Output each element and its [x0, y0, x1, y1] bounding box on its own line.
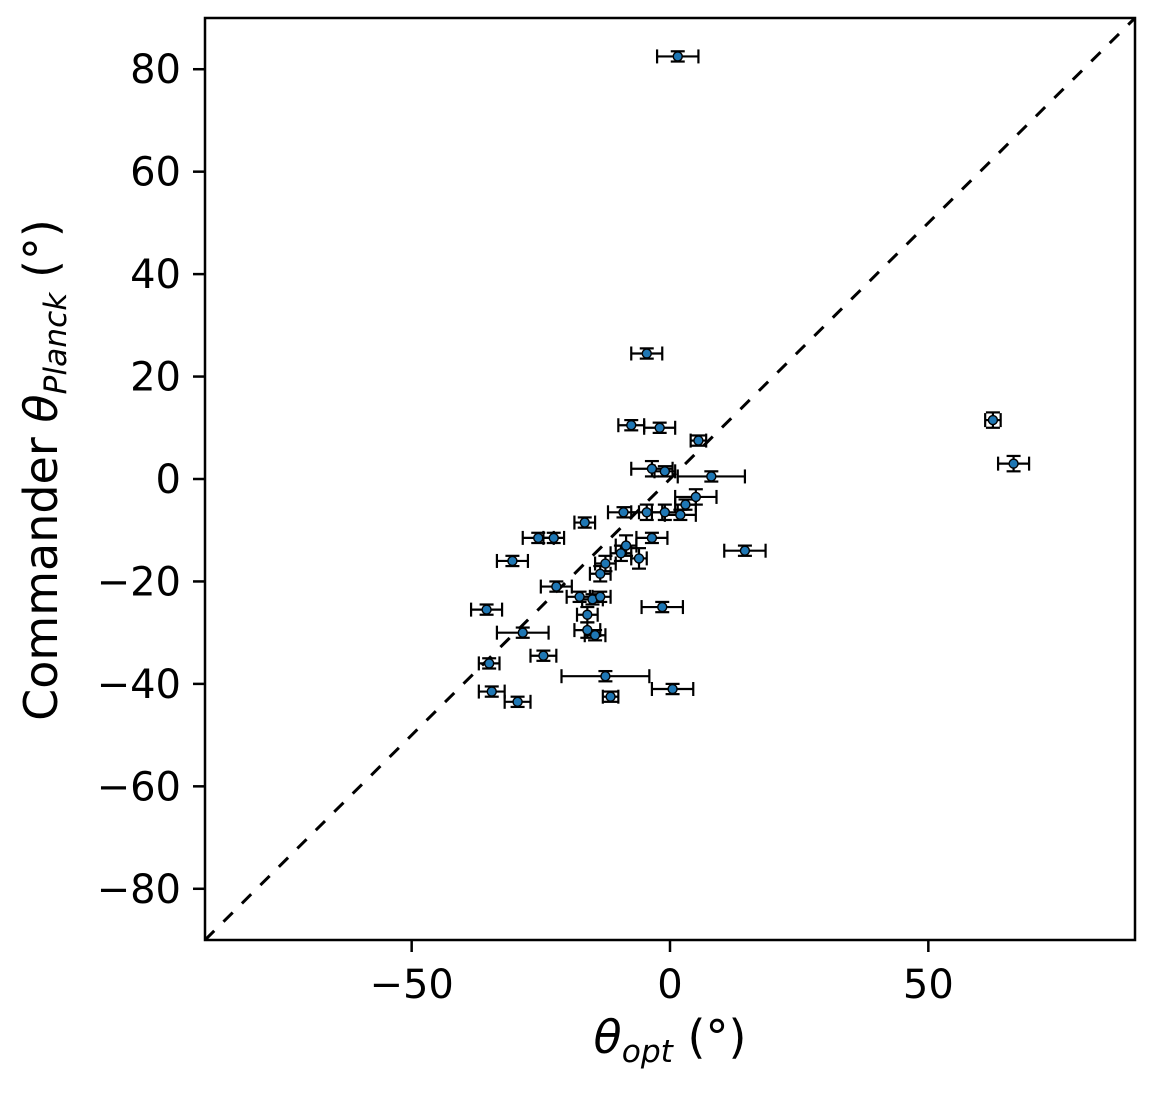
x-tick-label: 0	[657, 962, 682, 1008]
y-axis-prefix: Commander	[14, 422, 69, 721]
y-axis-units: (°)	[14, 219, 69, 293]
y-axis-label: Commander θPlanck (°)	[14, 219, 74, 721]
data-point	[646, 463, 658, 474]
x-axis-units: (°)	[672, 1010, 747, 1064]
x-tick-label: −50	[369, 962, 453, 1008]
y-tick-label: 40	[130, 252, 181, 298]
data-point	[595, 591, 606, 603]
data-point	[654, 422, 665, 433]
data-point	[579, 517, 590, 528]
data-point	[538, 650, 549, 661]
data-point	[517, 627, 528, 638]
data-point	[641, 348, 652, 359]
data-point	[512, 696, 523, 708]
data-point	[659, 466, 671, 477]
data-point	[605, 691, 616, 702]
data-point	[620, 540, 632, 551]
data-point	[633, 553, 645, 564]
data-point	[481, 604, 492, 615]
data-point	[706, 471, 717, 482]
data-point	[548, 532, 559, 544]
data-point	[690, 491, 702, 503]
y-tick-label: 20	[130, 355, 181, 401]
data-point	[595, 568, 606, 579]
data-point	[987, 414, 999, 426]
data-point	[626, 420, 637, 431]
data-point	[589, 630, 601, 641]
y-tick-label: −60	[97, 764, 181, 810]
x-axis-theta-symbol: θ	[593, 1010, 622, 1064]
data-point	[680, 499, 691, 510]
data-point	[1008, 458, 1019, 469]
y-tick-label: 0	[156, 457, 181, 503]
y-tick-label: −20	[97, 559, 181, 605]
data-point	[551, 581, 562, 592]
y-tick-label: 80	[130, 47, 181, 93]
data-point	[693, 435, 704, 446]
data-point	[672, 51, 683, 62]
x-axis-subscript: opt	[621, 1033, 673, 1070]
data-point	[667, 683, 678, 695]
data-point	[600, 558, 611, 569]
data-point	[507, 555, 518, 567]
data-point	[675, 509, 686, 521]
data-point	[646, 532, 658, 544]
data-point	[582, 624, 593, 636]
data-point	[486, 686, 497, 697]
data-point	[659, 507, 671, 518]
y-tick-label: −80	[97, 867, 181, 913]
y-tick-label: −40	[97, 662, 181, 708]
data-point	[641, 507, 652, 518]
x-tick-label: 50	[903, 962, 954, 1008]
identity-line	[203, 16, 1137, 942]
y-axis-theta-symbol: θ	[14, 394, 69, 423]
data-point	[582, 609, 593, 620]
data-point	[615, 548, 627, 559]
data-point	[657, 601, 668, 613]
y-axis-subscript: Planck	[37, 292, 74, 395]
data-point	[739, 545, 751, 556]
data-point	[533, 532, 544, 544]
x-axis-label: θopt (°)	[205, 1010, 1135, 1070]
y-tick-label: 60	[130, 150, 181, 196]
data-point	[600, 671, 611, 682]
data-point	[618, 507, 629, 518]
data-point	[483, 658, 495, 669]
data-point	[574, 591, 585, 603]
